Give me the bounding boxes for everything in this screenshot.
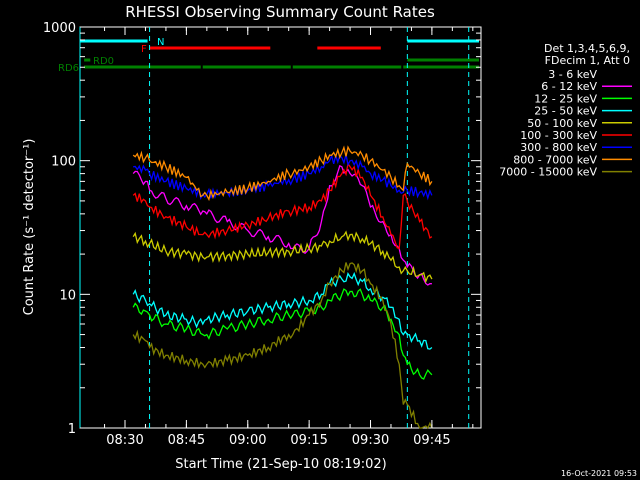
legend-header: Det 1,3,4,5,6,9, [544,42,630,55]
series-line-0 [149,125,433,405]
y-tick-label: 10 [59,288,76,303]
y-axis-label: Count Rate (s⁻¹ detector⁻¹) [22,139,37,316]
legend-entry-label: 100 - 300 keV [520,129,597,142]
flag-label-rd0: RD0 [93,56,114,67]
y-tick-label: 1000 [43,21,76,36]
legend-entry-label: 3 - 6 keV [548,68,597,81]
series-line-5 [132,162,433,250]
series-line-1 [132,164,432,286]
y-tick-label: 100 [51,155,76,170]
flag-label-n: N [157,37,164,48]
series-line-8 [132,262,433,430]
x-tick-label: 09:45 [413,433,450,448]
legend-entry-label: 7000 - 15000 keV [499,166,597,179]
x-tick-label: 09:00 [229,433,266,448]
x-tick-label: 09:30 [352,433,389,448]
legend-entry-label: 25 - 50 keV [534,105,597,118]
legend-entry-label: 12 - 25 keV [534,92,597,105]
y-tick-label: 1 [68,422,76,437]
flag-label-rd6: RD6 [58,63,79,74]
series-line-6 [133,153,433,201]
flag-label-f: F [141,44,147,55]
legend-entry-label: 50 - 100 keV [527,117,597,130]
legend-entry-label: 800 - 7000 keV [513,153,597,166]
series-line-7 [132,145,433,202]
legend: Det 1,3,4,5,6,9,FDecim 1, Att 03 - 6 keV… [499,42,632,179]
legend-entry-label: 6 - 12 keV [541,80,597,93]
legend-header: FDecim 1, Att 0 [545,54,630,67]
x-axis-label: Start Time (21-Sep-10 08:19:02) [175,457,386,472]
x-tick-label: 08:30 [106,433,143,448]
x-tick-label: 08:45 [168,433,205,448]
chart-title: RHESSI Observing Summary Count Rates [125,3,435,21]
flag-bars: NF RD0 RD6 [58,37,479,74]
series-lines [132,125,433,430]
series-line-2 [132,288,433,380]
series-line-4 [132,230,433,284]
vertical-markers [79,27,470,428]
x-tick-label: 09:15 [290,433,327,448]
axes: 08:30 08:45 09:00 09:15 09:30 09:45 1 10 100 1000 [43,21,481,448]
timestamp: 16-Oct-2021 09:53 [561,469,637,478]
legend-entry-label: 300 - 800 keV [520,141,597,154]
